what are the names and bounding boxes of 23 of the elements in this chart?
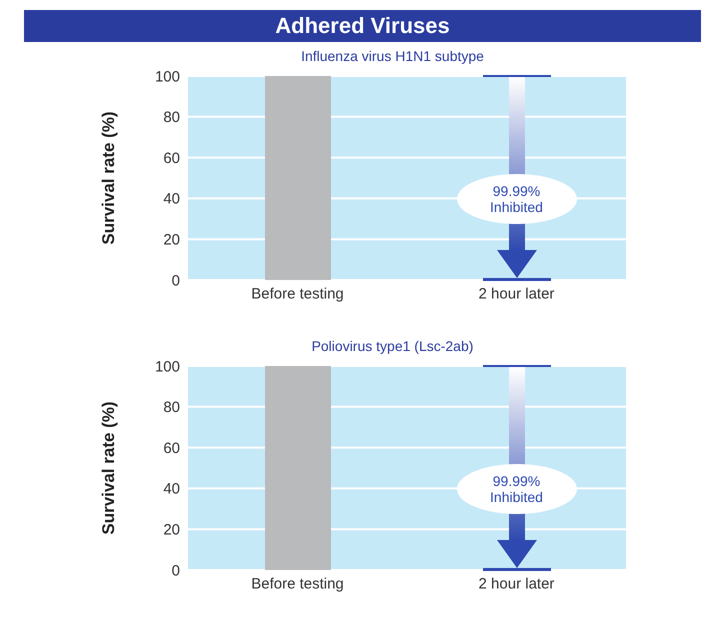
x-tick-label: Before testing (251, 576, 344, 593)
y-axis-title: Survival rate (%) (99, 111, 118, 245)
y-tick-label: 20 (163, 522, 180, 539)
chart-title: Adhered Viruses (24, 10, 701, 42)
y-tick-label: 0 (172, 272, 180, 290)
y-tick-label: 20 (163, 232, 180, 249)
y-tick-label: 60 (163, 150, 180, 167)
y-tick-label: 40 (163, 480, 180, 498)
chart-subtitle: Poliovirus type1 (Lsc-2ab) (310, 338, 474, 354)
x-tick-label: 2 hour later (478, 576, 554, 593)
y-tick-label: 100 (154, 358, 180, 376)
y-tick-label: 80 (163, 399, 180, 416)
x-tick-label: Before testing (251, 286, 344, 303)
y-tick-label: 0 (172, 562, 180, 580)
annotation: 99.99% Inhibited (489, 472, 544, 505)
x-tick-label: 2 hour later (478, 286, 554, 303)
annotation: 99.99% Inhibited (489, 182, 544, 215)
y-axis-title: Survival rate (%) (99, 401, 118, 535)
chart-subtitle: Influenza virus H1N1 subtype (300, 48, 485, 64)
y-tick-label: 80 (163, 109, 180, 126)
y-tick-label: 60 (163, 440, 180, 457)
y-tick-label: 100 (154, 68, 180, 86)
y-tick-label: 40 (163, 190, 180, 208)
